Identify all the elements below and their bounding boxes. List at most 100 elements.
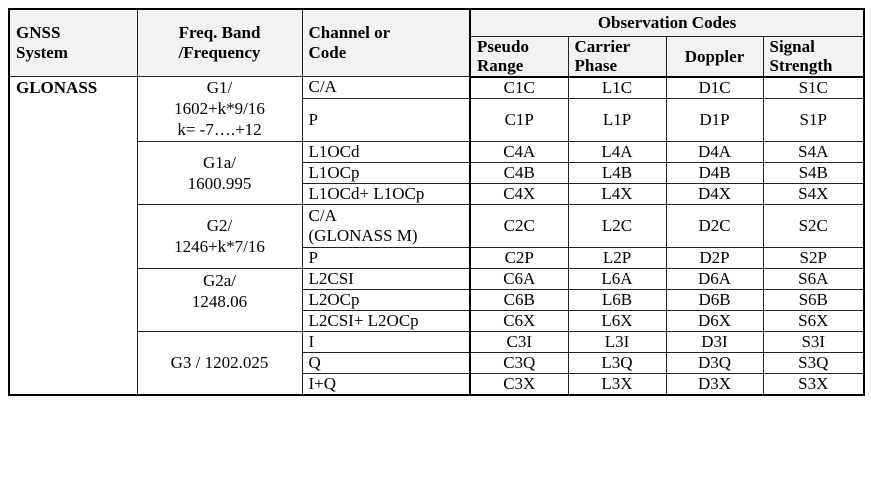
table-row: GLONASS G1/ 1602+k*9/16 k= -7….+12 C/A C… [8,76,865,396]
channel-cell: Q [301,351,471,374]
pseudo-range-cell: C4X [469,182,569,205]
doppler-cell: D1C [665,76,764,99]
channel-cell: P [301,246,471,269]
signal-strength-cell: S3Q [762,351,865,374]
header-band-line1: Freq. Band [178,23,261,42]
header-signal-strength: Signal Strength [762,36,865,78]
signal-strength-cell: S1C [762,76,865,99]
carrier-phase-cell: L2P [567,246,667,269]
table-row: L1OCd+ L1OCp C4X L4X D4X S4X [9,182,865,205]
signal-strength-cell: S2C [762,203,865,248]
header-carrier-phase: Carrier Phase [567,36,667,78]
band-cell-g2: G2/ 1246+k*7/16 [136,203,303,269]
channel-cell: I [301,330,471,353]
pseudo-range-cell: C3Q [469,351,569,374]
header-freq-band: Freq. Band /Frequency [136,8,303,77]
doppler-cell: D2C [665,203,764,248]
channel-line2: (GLONASS M) [308,225,418,245]
header-pseudo-range: Pseudo Range [469,36,569,78]
carrier-phase-cell: L6X [567,309,667,332]
system-cell: GLONASS [8,76,138,396]
doppler-cell: D3X [665,372,764,396]
band-g1-line1: G1/ [206,78,233,98]
carrier-phase-cell: L3X [567,372,667,396]
pseudo-range-cell: C6B [469,288,569,311]
header-pseudo-line2: Range [477,56,524,76]
channel-cell: L1OCd+ L1OCp [301,182,471,205]
table-body: GLONASS G1/ 1602+k*9/16 k= -7….+12 C/A C… [8,76,865,396]
band-g2-line1: G2/ [206,216,233,235]
header-row-sub: Pseudo Range Carrier Phase Doppler Signa… [9,36,865,78]
table-row: L2CSI+ L2OCp C6X L6X D6X S6X [9,309,865,332]
doppler-cell: D4A [665,140,764,163]
band-g2a-line1: G2a/ [202,270,237,290]
header-channel-line2: Code [308,43,347,62]
band-g1a-line2: 1600.995 [187,173,252,193]
doppler-cell: D4B [665,161,764,184]
doppler-cell: D3I [665,330,764,353]
channel-cell: P [301,97,471,142]
table-row: G2/ 1246+k*7/16 C/A (GLONASS M) C2C L2C … [9,203,865,269]
table-row: Q C3Q L3Q D3Q S3Q [9,351,865,374]
carrier-phase-cell: L3I [567,330,667,353]
signal-strength-cell: S1P [762,97,865,142]
signal-strength-cell: S4X [762,182,865,205]
table-row: I+Q C3X L3X D3X S3X [9,372,865,396]
glonass-observation-codes-table: GNSS System Freq. Band /Frequency Channe… [8,8,865,396]
pseudo-range-cell: C1C [469,76,569,99]
carrier-phase-cell: L4B [567,161,667,184]
signal-strength-cell: S3I [762,330,865,353]
carrier-phase-cell: L6B [567,288,667,311]
carrier-phase-cell: L1P [567,97,667,142]
header-signal-line2: Strength [769,56,833,76]
table-row: G2a/ 1248.06 L2CSI C6A L6A D6A S6A [9,267,865,332]
pseudo-range-cell: C3X [469,372,569,396]
band-g2a-line2: 1248.06 [191,291,248,311]
doppler-cell: D3Q [665,351,764,374]
header-channel-line1: Channel or [308,23,391,42]
band-cell-g3: G3 / 1202.025 [136,330,303,396]
signal-strength-cell: S3X [762,372,865,396]
channel-cell: L2CSI [301,267,471,290]
channel-cell: L1OCp [301,161,471,184]
table-row: P C1P L1P D1P S1P [9,97,865,142]
signal-strength-cell: S4B [762,161,865,184]
pseudo-range-cell: C2P [469,246,569,269]
header-carrier-line2: Phase [574,56,618,76]
channel-cell: L2CSI+ L2OCp [301,309,471,332]
channel-cell: I+Q [301,372,471,396]
pseudo-range-cell: C6X [469,309,569,332]
table-row: G1a/ 1600.995 L1OCd C4A L4A D4A S4A [9,140,865,205]
table-row: G3 / 1202.025 I C3I L3I D3I S3I [9,330,865,396]
table-header: GNSS System Freq. Band /Frequency Channe… [8,8,865,78]
carrier-phase-cell: L1C [567,76,667,99]
carrier-phase-cell: L3Q [567,351,667,374]
header-channel-code: Channel or Code [301,8,471,77]
carrier-phase-cell: L4X [567,182,667,205]
doppler-cell: D2P [665,246,764,269]
table-row: P C2P L2P D2P S2P [9,246,865,269]
channel-cell: L1OCd [301,140,471,163]
band-cell-g2a: G2a/ 1248.06 [136,267,303,332]
pseudo-range-cell: C3I [469,330,569,353]
doppler-cell: D6X [665,309,764,332]
carrier-phase-cell: L6A [567,267,667,290]
band-g1-line3: k= -7….+12 [177,120,262,140]
table-row: L2OCp C6B L6B D6B S6B [9,288,865,311]
header-band-line2: /Frequency [178,43,261,62]
doppler-cell: D4X [665,182,764,205]
channel-line1: C/A [308,205,337,225]
signal-strength-cell: S6A [762,267,865,290]
signal-strength-cell: S6X [762,309,865,332]
signal-strength-cell: S4A [762,140,865,163]
channel-cell: C/A (GLONASS M) [301,203,471,248]
carrier-phase-cell: L4A [567,140,667,163]
signal-strength-cell: S2P [762,246,865,269]
header-doppler: Doppler [665,36,764,78]
band-cell-g1: G1/ 1602+k*9/16 k= -7….+12 [136,76,303,142]
channel-cell: L2OCp [301,288,471,311]
band-g2-line2: 1246+k*7/16 [174,237,265,256]
header-row-top: GNSS System Freq. Band /Frequency Channe… [8,8,865,77]
header-system-line1: GNSS [16,23,61,42]
